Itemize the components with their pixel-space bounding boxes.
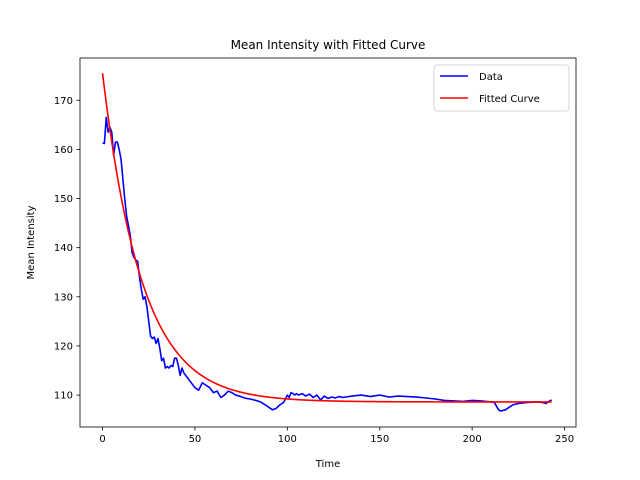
y-tick-label: 120 bbox=[54, 341, 73, 352]
y-tick-label: 130 bbox=[54, 292, 73, 303]
y-tick-label: 170 bbox=[54, 96, 73, 107]
x-axis-label: Time bbox=[315, 459, 340, 470]
x-tick-label: 250 bbox=[555, 434, 574, 445]
y-axis: 110 120 130 140 150 160 170 bbox=[54, 96, 80, 402]
legend-label-data: Data bbox=[479, 72, 503, 83]
series-data-line bbox=[102, 116, 552, 412]
x-axis: 0 50 100 150 200 250 bbox=[99, 427, 574, 445]
legend-label-fitted-curve: Fitted Curve bbox=[479, 94, 540, 105]
chart-title: Mean Intensity with Fitted Curve bbox=[231, 38, 426, 52]
x-tick-label: 100 bbox=[278, 434, 297, 445]
y-tick-label: 150 bbox=[54, 194, 73, 205]
plot-area bbox=[79, 57, 577, 428]
y-tick-label: 140 bbox=[54, 243, 73, 254]
y-tick-label: 160 bbox=[54, 145, 73, 156]
plot-frame bbox=[79, 57, 577, 428]
series-layer bbox=[101, 73, 552, 412]
x-tick-label: 50 bbox=[189, 434, 202, 445]
series-fitted-curve-line bbox=[101, 73, 552, 403]
legend: Data Fitted Curve bbox=[433, 64, 570, 112]
x-tick-label: 0 bbox=[99, 434, 105, 445]
y-axis-label: Mean Intensity bbox=[26, 205, 37, 279]
x-tick-label: 150 bbox=[370, 434, 389, 445]
x-tick-label: 200 bbox=[463, 434, 482, 445]
y-tick-label: 110 bbox=[54, 391, 73, 402]
